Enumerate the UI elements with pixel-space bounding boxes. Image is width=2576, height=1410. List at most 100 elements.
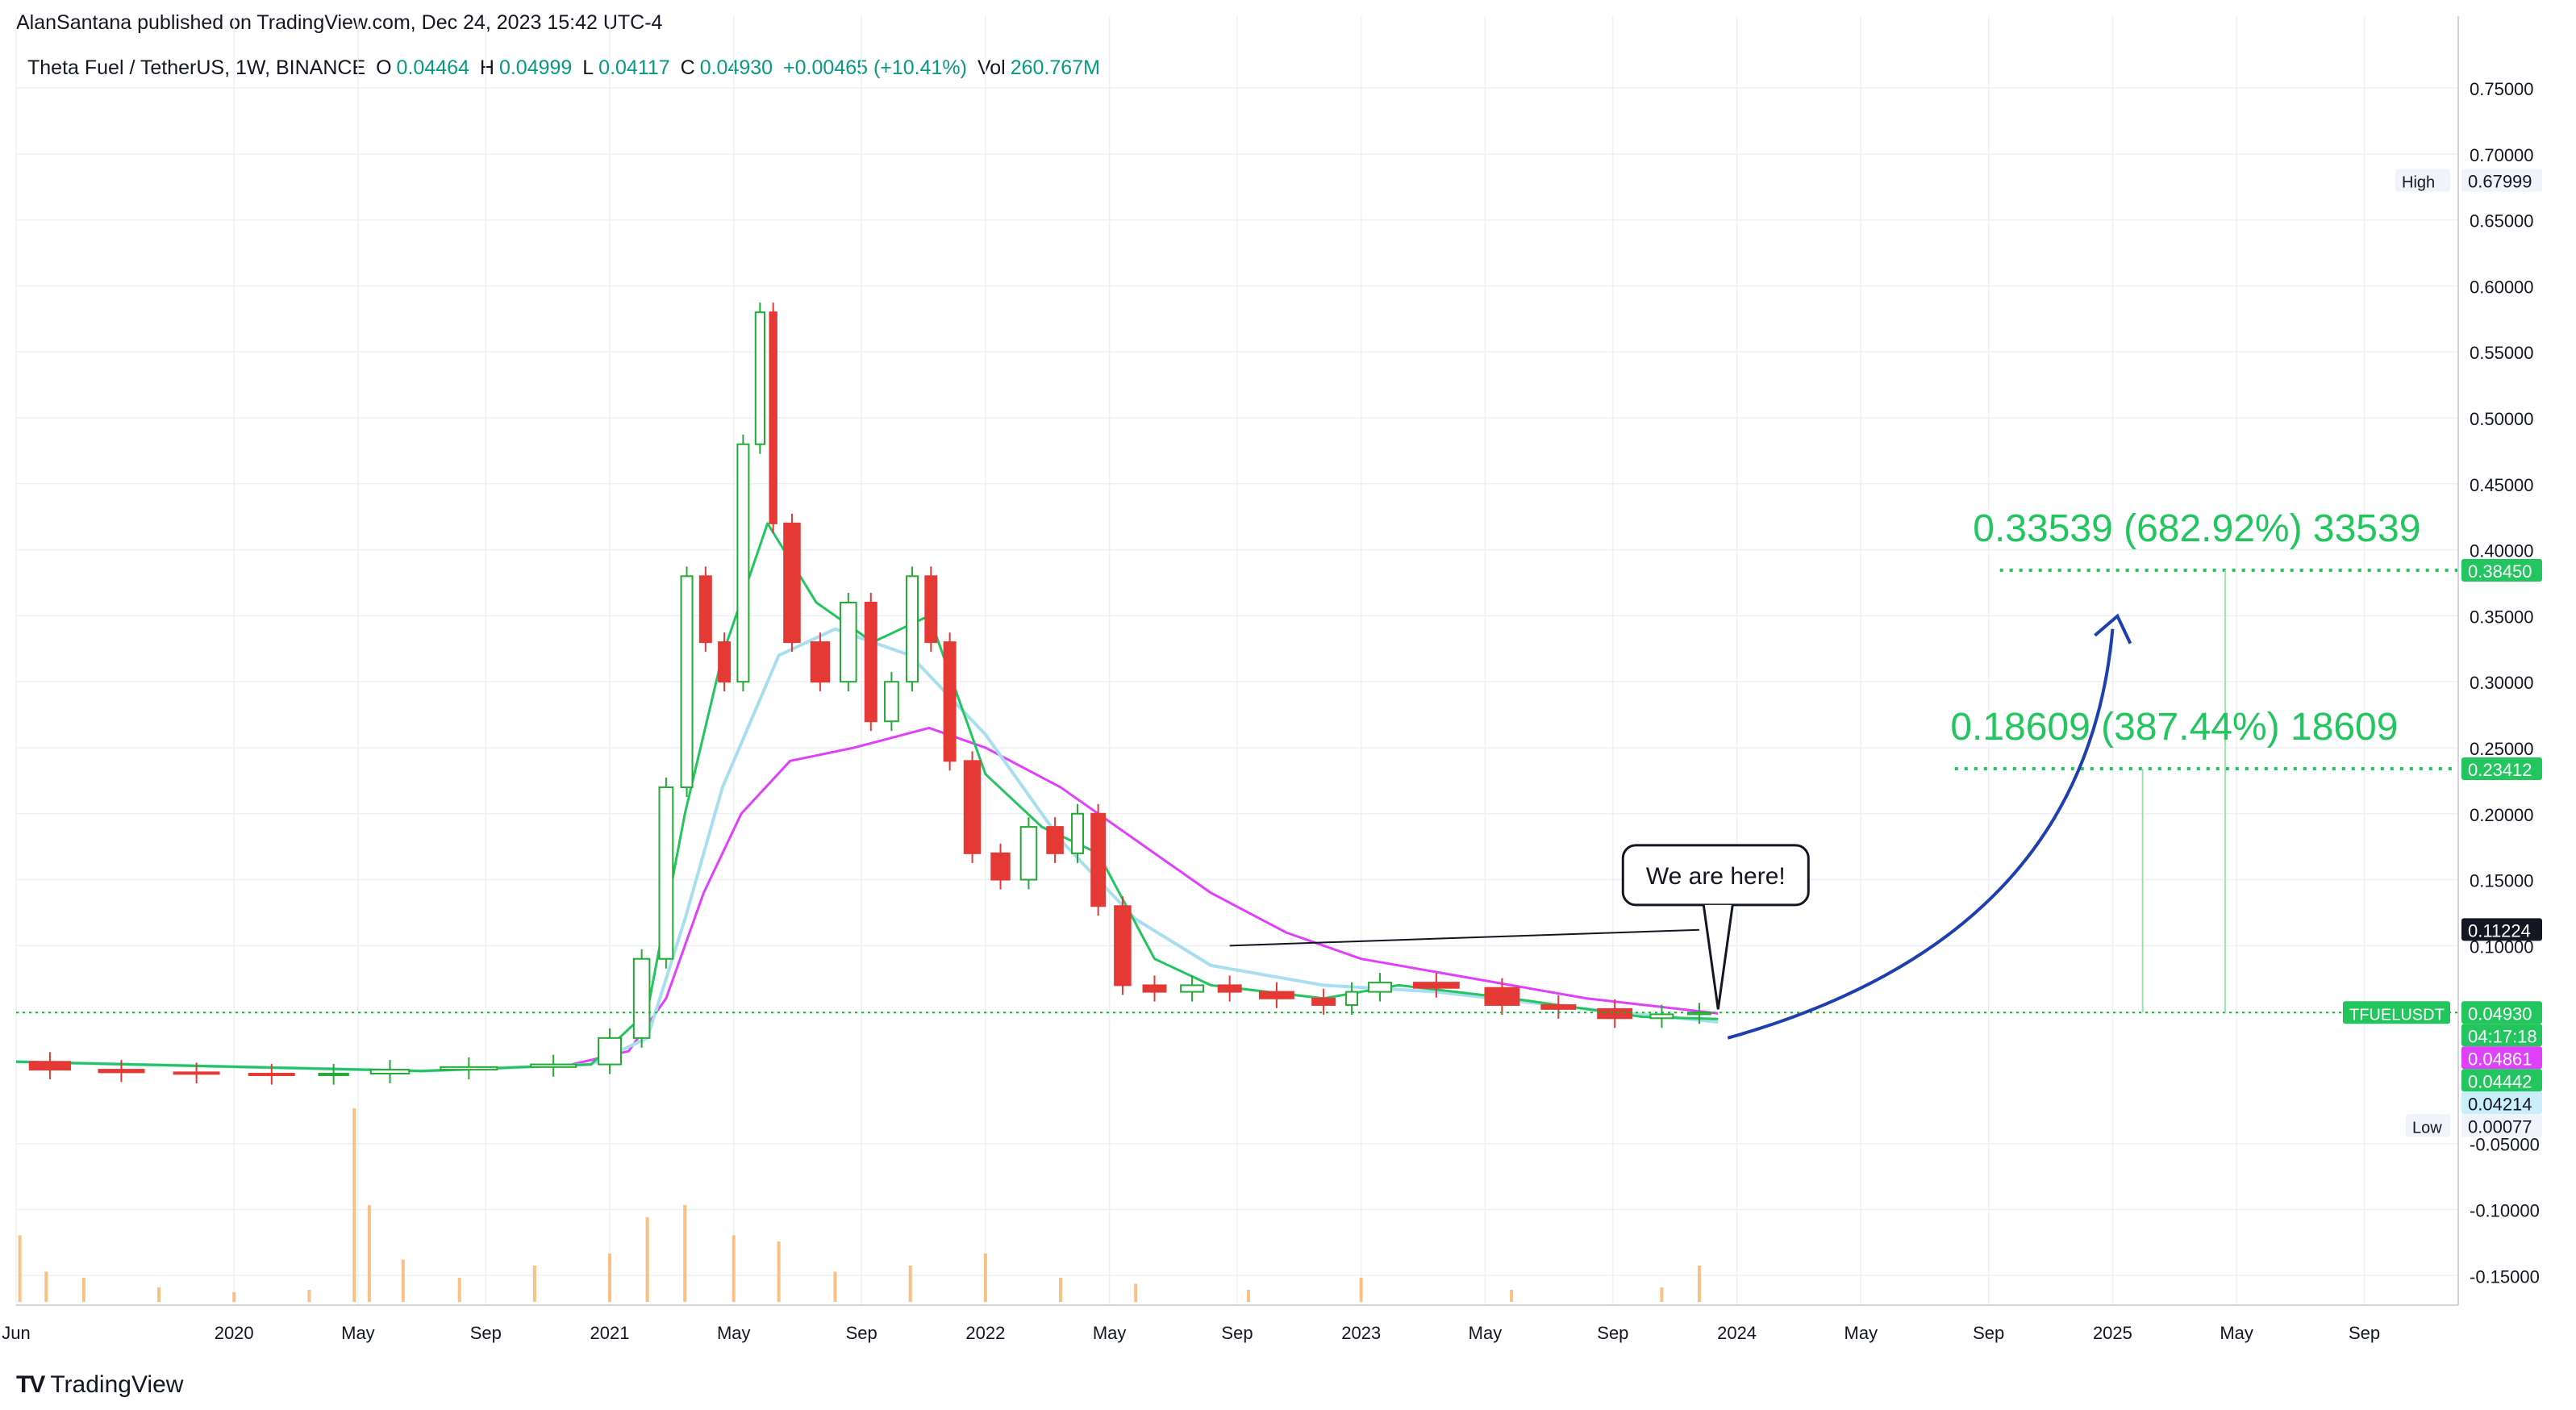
x-tick-label: Sep: [1973, 1323, 2004, 1343]
y-tick-label: 0.55000: [2470, 343, 2534, 363]
legend-volume-label: Vol: [977, 56, 1006, 79]
candle-body: [1090, 812, 1107, 907]
annotation-layer: We are here!: [1229, 844, 1810, 1010]
price-label-tag: High: [2402, 174, 2435, 192]
volume-bar: [777, 1241, 781, 1302]
x-tick-label: Sep: [1597, 1323, 1628, 1343]
volume-bar: [307, 1290, 311, 1302]
x-tick-label: 2023: [1341, 1323, 1381, 1343]
price-label-text: 0.23412: [2468, 760, 2532, 780]
price-label-box: [2461, 1024, 2542, 1047]
y-tick-label: 0.35000: [2470, 607, 2534, 627]
x-tick-label: Jun: [2, 1323, 30, 1343]
tradingview-logo[interactable]: TV TradingView: [16, 1371, 183, 1399]
volume-bar: [401, 1259, 405, 1302]
price-label-text: 0.67999: [2468, 172, 2532, 192]
legend-symbol[interactable]: Theta Fuel / TetherUS, 1W, BINANCE: [27, 56, 366, 79]
volume-bar: [232, 1292, 236, 1302]
candle-body: [1484, 987, 1520, 1006]
price-label-text: 0.04930: [2468, 1003, 2532, 1024]
tradingview-logo-mark: TV: [16, 1371, 45, 1398]
candle-body: [924, 575, 938, 644]
candle-body: [864, 602, 877, 723]
candle-body: [1019, 826, 1038, 881]
y-tick-label: -0.15000: [2470, 1266, 2540, 1287]
candle-body: [990, 852, 1011, 881]
projection-arrow-head: [2094, 613, 2132, 645]
candle-body: [736, 443, 750, 683]
annotation-tail: [1702, 904, 1734, 1010]
price-label-box: [2461, 558, 2542, 582]
legend-open: 0.04464: [396, 56, 469, 79]
volume-bar: [1246, 1290, 1250, 1302]
volume-bar: [157, 1287, 161, 1302]
legend-volume: 260.767M: [1010, 56, 1100, 79]
ema-slow-line: [572, 726, 1719, 1066]
candle-body: [1217, 984, 1242, 993]
volume-bar: [908, 1266, 912, 1302]
x-tick-label: 2022: [965, 1323, 1005, 1343]
x-tick-label: Sep: [2349, 1323, 2380, 1343]
volume-bar: [1059, 1278, 1063, 1302]
target-layer: 0.33539 (682.92%) 33539 0.18609 (387.44%)…: [1727, 507, 2458, 1040]
candle-body: [1142, 984, 1167, 993]
price-label-box: [2461, 918, 2542, 941]
chart-legend: Theta Fuel / TetherUS, 1W, BINANCE O 0.04…: [27, 56, 1105, 80]
candle-body: [1649, 1013, 1674, 1020]
legend-low: 0.04117: [598, 56, 670, 79]
candle-body: [884, 681, 899, 723]
candle-body: [1368, 982, 1392, 993]
candle-body: [680, 575, 694, 789]
grid-layer: [15, 16, 2458, 1305]
price-label-countdown: 04:17:18: [2468, 1026, 2537, 1046]
price-label-text: 0.04442: [2468, 1071, 2532, 1091]
candle-body: [1687, 1012, 1711, 1016]
candle-body: [28, 1061, 72, 1071]
legend-open-label: O: [376, 56, 392, 79]
volume-bar: [1134, 1283, 1138, 1302]
x-tick-label: May: [717, 1323, 751, 1343]
x-tick-label: May: [1844, 1323, 1878, 1343]
candle-body: [906, 575, 919, 683]
candle-body: [769, 311, 777, 524]
price-chart[interactable]: 0.33539 (682.92%) 33539 0.18609 (387.44%)…: [0, 0, 2576, 1371]
x-axis: Jun 2020 May Sep 2021 May Sep 2022 May Sep 2023 May…: [2, 1304, 2458, 1343]
annotation-pointer-line: [1229, 928, 1700, 947]
x-tick-label: May: [1469, 1323, 1503, 1343]
y-tick-label: -0.10000: [2470, 1200, 2540, 1220]
x-tick-label: 2021: [590, 1323, 630, 1343]
candle-body: [783, 522, 801, 644]
price-label-tag: TFUELUSDT: [2349, 1006, 2445, 1024]
y-tick-label: 0.30000: [2470, 673, 2534, 693]
price-label-box: [2461, 169, 2542, 192]
volume-bar: [833, 1271, 837, 1302]
candle-body: [698, 575, 712, 644]
y-tick-label: 0.75000: [2470, 79, 2534, 99]
x-tick-label: Sep: [846, 1323, 877, 1343]
y-tick-label: 0.65000: [2470, 211, 2534, 232]
x-tick-label: May: [341, 1323, 375, 1343]
volume-bar: [457, 1278, 461, 1302]
annotation-text: We are here!: [1646, 863, 1786, 890]
price-label-tag: Low: [2412, 1119, 2442, 1137]
candle-body: [248, 1073, 295, 1077]
price-label-box: [2461, 757, 2542, 780]
y-tick-label: 0.50000: [2470, 409, 2534, 429]
volume-layer: [18, 1108, 1701, 1302]
price-label-layer: 0.67999High0.384500.234120.112240.049300…: [2343, 169, 2542, 1137]
price-label-text: 0.04861: [2468, 1049, 2532, 1069]
y-tick-label: -0.05000: [2470, 1135, 2540, 1155]
x-tick-label: Sep: [1221, 1323, 1253, 1343]
legend-close-label: C: [680, 56, 695, 79]
volume-bar: [1660, 1287, 1664, 1302]
candle-body: [1258, 991, 1294, 999]
price-label-text: 0.00077: [2468, 1116, 2532, 1137]
volume-bar: [1359, 1278, 1363, 1302]
legend-change: +0.00465 (+10.41%): [783, 56, 967, 79]
price-label-box: [2461, 1114, 2542, 1137]
volume-bar: [18, 1235, 22, 1302]
price-label-tag-box: [2395, 169, 2450, 192]
volume-bar: [81, 1278, 85, 1302]
y-tick-label: 0.20000: [2470, 805, 2534, 825]
volume-bar: [645, 1217, 649, 1302]
